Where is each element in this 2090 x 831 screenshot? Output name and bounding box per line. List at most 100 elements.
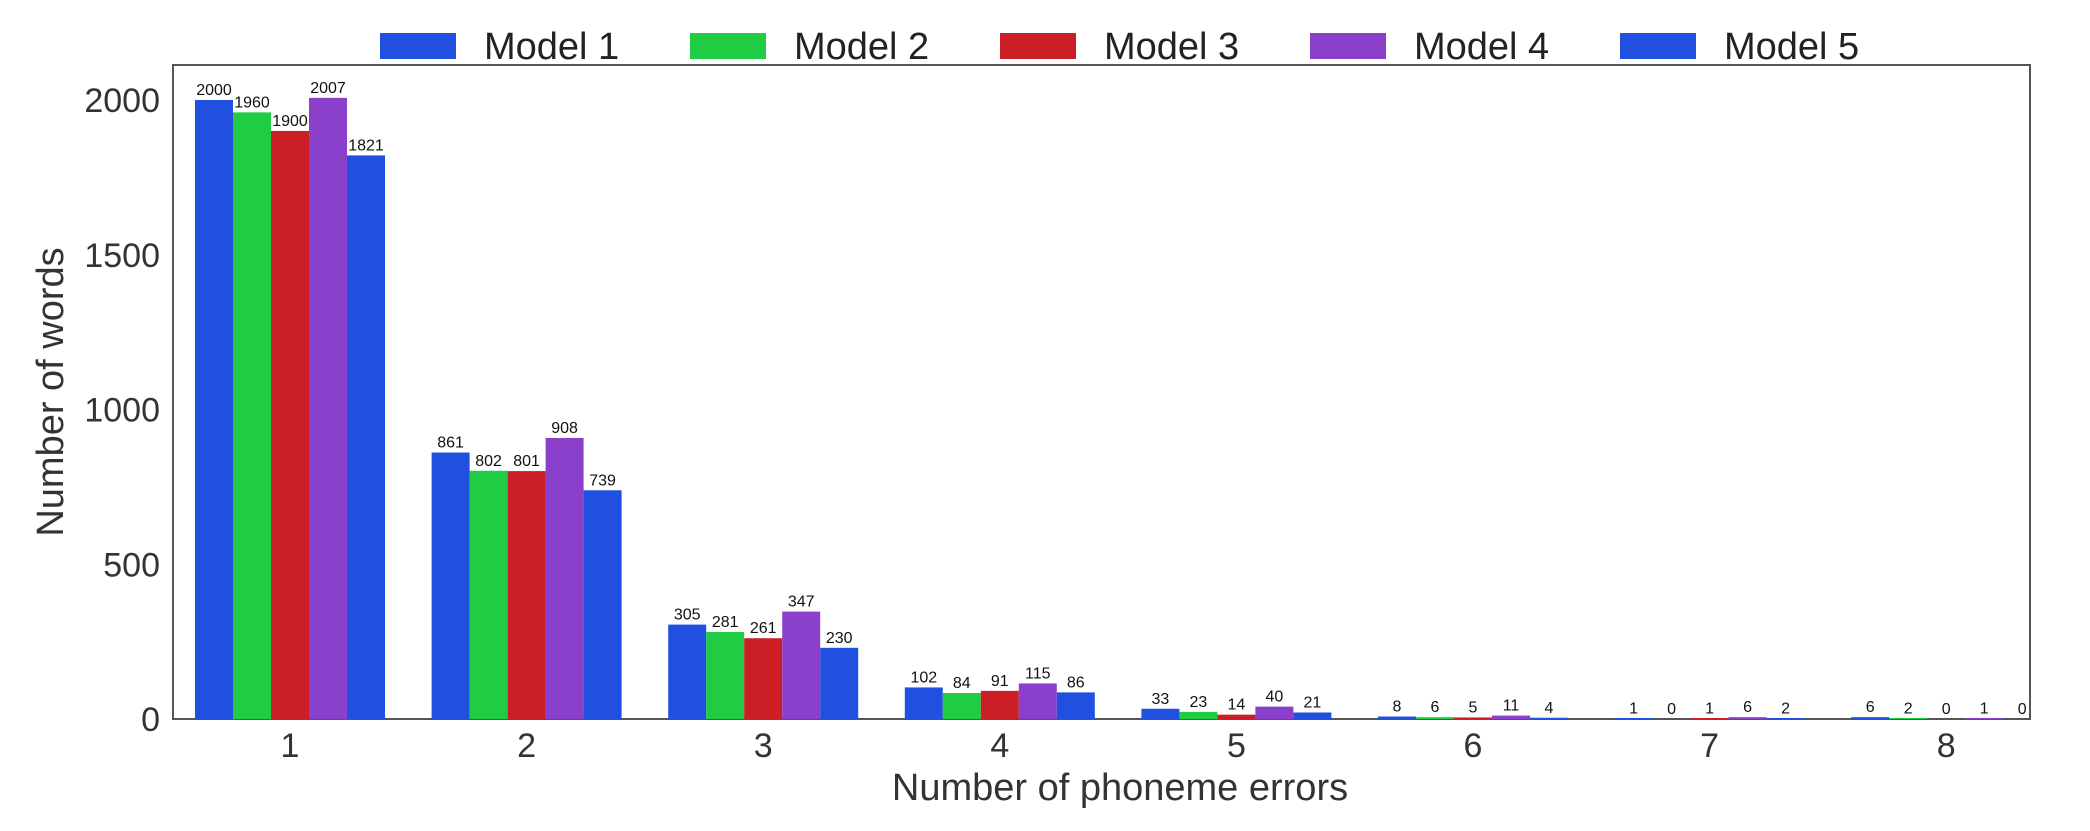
- data-label-model-5-6: 4: [1545, 700, 1554, 717]
- data-label-model-4-8: 1: [1980, 701, 1989, 718]
- data-label-model-2-1: 1960: [234, 94, 270, 111]
- legend-swatch-model-1: [380, 33, 456, 59]
- x-axis-title: Number of phoneme errors: [892, 767, 1348, 809]
- data-label-model-5-7: 2: [1781, 700, 1790, 717]
- y-tick-label-1000: 1000: [84, 392, 160, 430]
- legend-swatch-model-3: [1000, 33, 1076, 59]
- bar-model-1-3: [668, 624, 707, 719]
- data-label-model-5-5: 21: [1304, 695, 1322, 712]
- legend-label-model-2: Model 2: [794, 26, 929, 68]
- data-label-model-2-4: 84: [953, 675, 971, 692]
- bar-model-5-5: [1293, 712, 1332, 719]
- bar-model-1-5: [1141, 708, 1180, 719]
- data-label-model-3-1: 1900: [272, 113, 308, 130]
- data-label-model-5-3: 230: [826, 630, 853, 647]
- x-axis-ticks: 1 2 3 4 5 6 7 8: [281, 727, 1956, 765]
- bar-model-2-5: [1179, 711, 1218, 719]
- bar-model-5-2: [583, 490, 622, 719]
- data-label-model-2-6: 6: [1431, 699, 1440, 716]
- legend-label-model-4: Model 4: [1414, 26, 1549, 68]
- data-label-model-3-4: 91: [991, 673, 1009, 690]
- data-label-model-5-4: 86: [1067, 674, 1085, 691]
- bar-model-5-6: [1530, 717, 1568, 719]
- x-tick-label-2: 2: [517, 727, 536, 765]
- bar-model-2-2: [469, 470, 508, 719]
- data-label-model-2-3: 281: [712, 614, 739, 631]
- bar-model-5-3: [820, 647, 859, 719]
- bar-model-4-8: [1965, 718, 2004, 719]
- legend-swatch-model-2: [690, 33, 766, 59]
- data-label-model-2-2: 802: [475, 453, 502, 470]
- bar-model-4-2: [545, 437, 584, 719]
- bar-model-2-1: [233, 112, 271, 719]
- bar-model-1-8: [1851, 717, 1890, 719]
- data-label-model-4-2: 908: [551, 420, 578, 437]
- data-label-model-3-3: 261: [750, 620, 777, 637]
- data-label-model-1-4: 102: [910, 669, 937, 686]
- legend-label-model-3: Model 3: [1104, 26, 1239, 68]
- x-tick-label-3: 3: [754, 727, 773, 765]
- bar-model-3-7: [1690, 718, 1729, 719]
- bar-model-4-3: [782, 611, 821, 719]
- bar-model-1-2: [431, 452, 470, 719]
- bar-model-3-4: [980, 690, 1019, 719]
- bar-model-2-3: [706, 632, 745, 719]
- data-label-model-3-8: 0: [1942, 701, 1951, 718]
- data-label-model-1-7: 1: [1629, 701, 1638, 718]
- bars-group: [195, 97, 2004, 719]
- data-label-model-3-7: 1: [1705, 701, 1714, 718]
- legend-label-model-5: Model 5: [1724, 26, 1859, 68]
- bar-model-2-4: [942, 693, 981, 719]
- data-label-model-1-6: 8: [1393, 699, 1402, 716]
- data-label-model-5-8: 0: [2018, 701, 2027, 718]
- bar-model-3-5: [1217, 714, 1256, 719]
- x-tick-label-1: 1: [281, 727, 300, 765]
- bar-model-1-1: [195, 100, 233, 719]
- data-label-model-5-2: 739: [589, 472, 616, 489]
- data-label-model-2-8: 2: [1904, 700, 1913, 717]
- data-label-model-1-3: 305: [674, 607, 701, 624]
- data-label-model-1-1: 2000: [196, 82, 232, 99]
- data-label-model-3-5: 14: [1228, 697, 1246, 714]
- y-tick-label-0: 0: [141, 701, 160, 739]
- bar-model-5-7: [1766, 718, 1805, 719]
- bar-model-2-6: [1416, 717, 1454, 719]
- data-label-model-4-1: 2007: [310, 80, 346, 97]
- bar-model-4-7: [1728, 717, 1767, 719]
- bar-model-4-5: [1255, 706, 1294, 719]
- data-label-model-3-2: 801: [513, 453, 540, 470]
- legend-label-model-1: Model 1: [484, 26, 619, 68]
- bar-model-3-3: [744, 638, 783, 719]
- bar-model-3-2: [507, 471, 546, 719]
- data-label-model-1-5: 33: [1152, 691, 1170, 708]
- y-tick-label-1500: 1500: [84, 237, 160, 275]
- bar-model-4-4: [1018, 683, 1057, 719]
- bar-model-4-6: [1492, 715, 1530, 719]
- data-label-model-1-2: 861: [437, 435, 464, 452]
- bar-model-3-6: [1454, 717, 1492, 719]
- bar-model-1-4: [904, 687, 943, 719]
- y-axis-title: Number of words: [30, 247, 72, 536]
- legend-swatch-model-5: [1620, 33, 1696, 59]
- data-label-model-2-5: 23: [1190, 694, 1208, 711]
- data-label-model-4-5: 40: [1266, 689, 1284, 706]
- y-axis-ticks: 0 500 1000 1500 2000: [84, 82, 160, 739]
- legend-swatch-model-4: [1310, 33, 1386, 59]
- bar-model-4-1: [309, 97, 347, 719]
- x-tick-label-8: 8: [1937, 727, 1956, 765]
- data-label-model-5-1: 1821: [348, 137, 384, 154]
- bar-model-5-1: [347, 155, 385, 719]
- bar-model-2-8: [1889, 718, 1928, 719]
- y-tick-label-500: 500: [103, 546, 160, 584]
- bar-model-1-6: [1378, 716, 1416, 719]
- legend: Model 1 Model 2 Model 3 Model 4 Model 5: [380, 26, 1859, 68]
- bar-model-1-7: [1614, 718, 1653, 719]
- x-tick-label-7: 7: [1700, 727, 1719, 765]
- data-label-model-2-7: 0: [1667, 701, 1676, 718]
- bar-model-5-4: [1056, 692, 1095, 719]
- y-tick-label-2000: 2000: [84, 82, 160, 120]
- x-tick-label-4: 4: [990, 727, 1009, 765]
- data-label-model-4-7: 6: [1743, 699, 1752, 716]
